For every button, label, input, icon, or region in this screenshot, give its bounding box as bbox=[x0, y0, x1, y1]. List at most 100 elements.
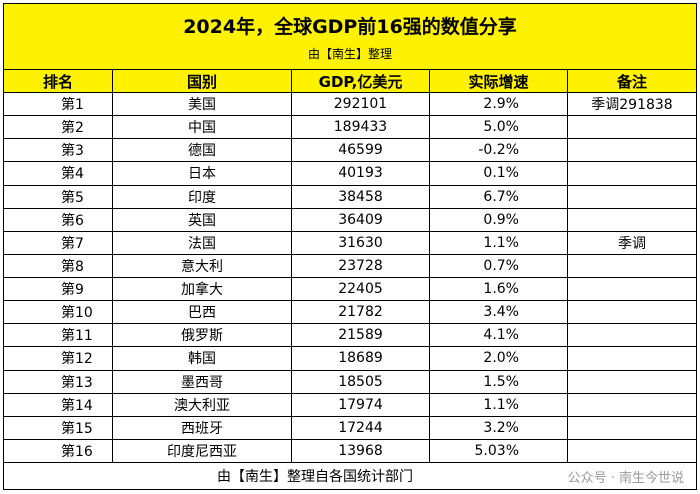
table-cell-text: 英国 bbox=[188, 212, 216, 229]
table-cell: 2.0% bbox=[430, 347, 568, 371]
table-cell bbox=[568, 162, 697, 186]
table-cell: 季调 bbox=[568, 231, 697, 255]
table-cell: 加拿大 bbox=[113, 278, 292, 302]
table-cell-text: 印度 bbox=[188, 189, 216, 206]
table-cell-text: 1.6% bbox=[483, 281, 519, 298]
table-cell-text: 31630 bbox=[338, 234, 383, 251]
table-cell: 第13 bbox=[3, 370, 113, 394]
table-cell-text: 第16 bbox=[61, 443, 93, 460]
table-cell: 40193 bbox=[292, 162, 430, 186]
table-cell-text: -0.2% bbox=[478, 142, 519, 159]
column-header: 排名 bbox=[3, 70, 113, 93]
column-header-text: GDP,亿美元 bbox=[318, 72, 403, 91]
title-block: 2024年，全球GDP前16强的数值分享 由【南生】整理 bbox=[3, 3, 697, 70]
table-cell: 印度 bbox=[113, 185, 292, 209]
table-cell-text: 40193 bbox=[338, 165, 383, 182]
table-cell: 3.2% bbox=[430, 416, 568, 440]
column-header: 实际增速 bbox=[430, 70, 568, 93]
table-cell-text: 38458 bbox=[338, 188, 383, 205]
table-cell-text: 0.1% bbox=[483, 165, 519, 182]
table-cell-text: 巴西 bbox=[188, 305, 216, 322]
watermark: 公众号 · 南生今世说 bbox=[567, 470, 684, 486]
table-cell-text: 第2 bbox=[61, 120, 84, 137]
table-cell: 18689 bbox=[292, 347, 430, 371]
table-cell-text: 46599 bbox=[338, 142, 383, 159]
table-cell-text: 第1 bbox=[61, 97, 84, 114]
table-cell bbox=[568, 416, 697, 440]
table-cell-text: 36409 bbox=[338, 211, 383, 228]
table-cell bbox=[568, 185, 697, 209]
table-cell-text: 第4 bbox=[61, 166, 84, 183]
table-cell-text: 17974 bbox=[338, 396, 383, 413]
column-header: 国别 bbox=[113, 70, 292, 93]
table-cell-text: 2.9% bbox=[483, 96, 519, 113]
table-cell-text: 第9 bbox=[61, 282, 84, 299]
table-cell: 第12 bbox=[3, 347, 113, 371]
table-cell: 中国 bbox=[113, 116, 292, 140]
table-cell: 1.1% bbox=[430, 231, 568, 255]
table-cell: 英国 bbox=[113, 208, 292, 232]
table-cell: 1.5% bbox=[430, 370, 568, 394]
table-cell: 5.03% bbox=[430, 439, 568, 463]
table-cell: 季调291838 bbox=[568, 93, 697, 117]
table-cell-text: 印度尼西亚 bbox=[167, 443, 237, 460]
table-cell-text: 第7 bbox=[61, 235, 84, 252]
table-cell: 第9 bbox=[3, 278, 113, 302]
table-cell-text: 墨西哥 bbox=[181, 374, 223, 391]
table-cell-text: 13968 bbox=[338, 442, 383, 459]
table-cell: 2.9% bbox=[430, 93, 568, 117]
title: 2024年，全球GDP前16强的数值分享 bbox=[183, 15, 517, 38]
table-cell: 第10 bbox=[3, 301, 113, 325]
table-cell: 第2 bbox=[3, 116, 113, 140]
table-cell-text: 第12 bbox=[61, 351, 93, 368]
table-cell: 巴西 bbox=[113, 301, 292, 325]
table-cell: 第1 bbox=[3, 93, 113, 117]
source: 由【南生】整理自各国统计部门 bbox=[217, 469, 413, 485]
table-cell-text: 日本 bbox=[188, 166, 216, 183]
table-cell-text: 0.9% bbox=[483, 211, 519, 228]
table-cell-text: 季调 bbox=[618, 235, 646, 252]
table-cell-text: 18505 bbox=[338, 373, 383, 390]
table-cell: 德国 bbox=[113, 139, 292, 163]
table-cell: 6.7% bbox=[430, 185, 568, 209]
table-cell-text: 加拿大 bbox=[181, 282, 223, 299]
table-cell-text: 第5 bbox=[61, 189, 84, 206]
table-cell: 第8 bbox=[3, 254, 113, 278]
table-cell-text: 韩国 bbox=[188, 351, 216, 368]
table-cell-text: 3.2% bbox=[483, 419, 519, 436]
table-cell-text: 18689 bbox=[338, 350, 383, 367]
table-cell: 13968 bbox=[292, 439, 430, 463]
column-header-text: 实际增速 bbox=[468, 72, 529, 91]
table-cell: 3.4% bbox=[430, 301, 568, 325]
table-cell bbox=[568, 393, 697, 417]
table-cell: 第15 bbox=[3, 416, 113, 440]
table-cell: 0.1% bbox=[430, 162, 568, 186]
table-cell-text: 西班牙 bbox=[181, 420, 223, 437]
table-cell: 21782 bbox=[292, 301, 430, 325]
table-cell-text: 第6 bbox=[61, 212, 84, 229]
table-cell: 21589 bbox=[292, 324, 430, 348]
table-cell: 17974 bbox=[292, 393, 430, 417]
table-cell-text: 5.0% bbox=[483, 119, 519, 136]
table-cell-text: 中国 bbox=[188, 120, 216, 137]
table-cell: 46599 bbox=[292, 139, 430, 163]
table-cell: 第3 bbox=[3, 139, 113, 163]
table-cell: 第16 bbox=[3, 439, 113, 463]
table-cell-text: 俄罗斯 bbox=[181, 328, 223, 345]
table-cell: 意大利 bbox=[113, 254, 292, 278]
table-cell bbox=[568, 278, 697, 302]
column-header-text: 备注 bbox=[616, 72, 647, 91]
table-cell-text: 第14 bbox=[61, 397, 93, 414]
table-cell: 1.1% bbox=[430, 393, 568, 417]
column-header: 备注 bbox=[568, 70, 697, 93]
table-cell: 印度尼西亚 bbox=[113, 439, 292, 463]
subtitle: 由【南生】整理 bbox=[307, 46, 392, 61]
table-cell: 美国 bbox=[113, 93, 292, 117]
table-cell-text: 4.1% bbox=[483, 327, 519, 344]
table-cell-text: 22405 bbox=[338, 281, 383, 298]
table-cell: 292101 bbox=[292, 93, 430, 117]
table-cell-text: 21782 bbox=[338, 304, 383, 321]
table-cell-text: 第15 bbox=[61, 420, 93, 437]
table-cell: 墨西哥 bbox=[113, 370, 292, 394]
